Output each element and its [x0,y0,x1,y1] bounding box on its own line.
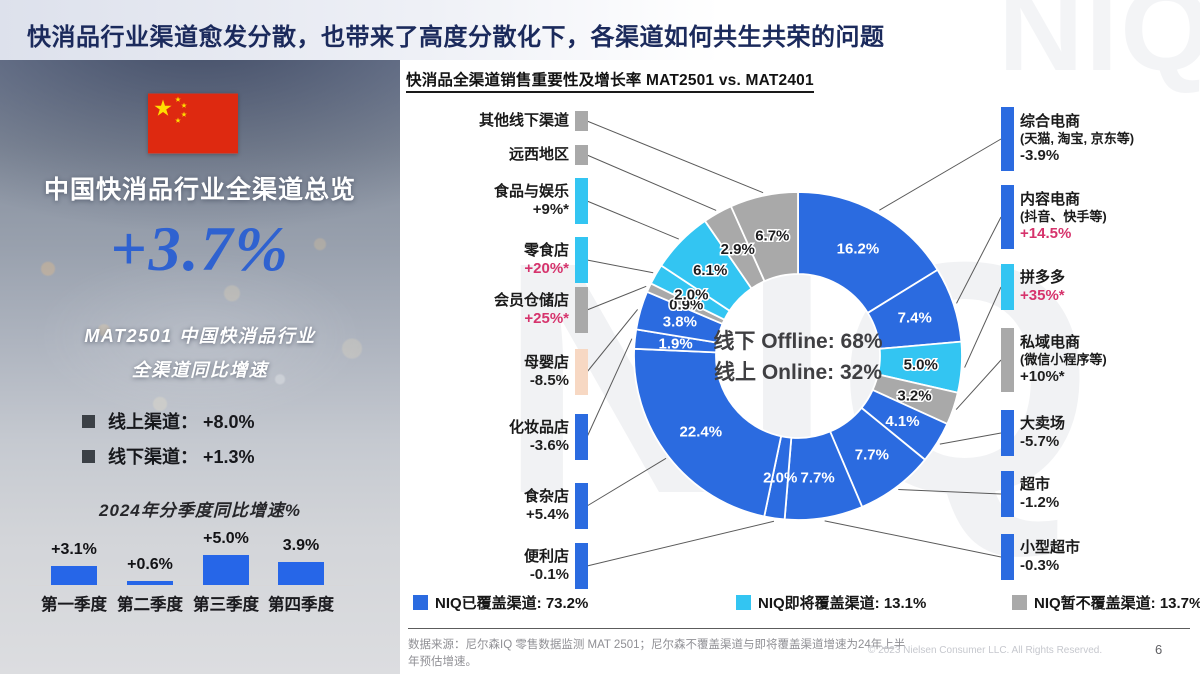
label-内容电商: 内容电商 (抖音、快手等) +14.5% [1001,185,1107,249]
quarter-bar-第一季度[interactable] [51,566,97,585]
page-number: 6 [1155,642,1163,657]
legend-swatch-not [1012,595,1027,610]
quarter-chart-baseline [28,585,354,586]
label-化妆品店: 化妆品店 -3.6% [509,414,588,460]
marker-零食店 [575,237,588,283]
label-text-母婴店: 母婴店 -8.5% [523,353,569,389]
bullet-square-icon [82,414,95,428]
footer-divider [408,628,1190,629]
label-拼多多: 拼多多 +35%* [1001,264,1065,310]
label-text-内容电商: 内容电商 (抖音、快手等) +14.5% [1020,190,1107,242]
label-便利店: 便利店 -0.1% [524,543,588,589]
label-text-大卖场: 大卖场 -5.7% [1020,414,1066,450]
label-食品与娱乐: 食品与娱乐 +9%* [494,178,588,224]
sidebar: 中国快消品行业全渠道总览 +3.7% MAT2501 中国快消品行业 全渠道同比… [0,60,400,674]
label-零食店: 零食店 +20%* [524,237,588,283]
copyright-note: © 2023 Nielsen Consumer LLC. All Rights … [868,645,1103,656]
bullet-text: 线上渠道： +8.0% [108,412,255,432]
bullet-row-1: 线上渠道： +8.0% [82,408,255,434]
marker-化妆品店 [575,414,588,460]
label-母婴店: 母婴店 -8.5% [524,349,588,395]
legend-swatch-soon [736,595,751,610]
label-text-综合电商: 综合电商 (天猫, 淘宝, 京东等) -3.9% [1020,112,1135,164]
label-食杂店: 食杂店 +5.4% [524,483,588,529]
quarter-bar-第二季度[interactable] [127,581,173,585]
quarter-bar-第三季度[interactable] [203,555,249,585]
label-text-小型超市: 小型超市 -0.3% [1020,538,1081,574]
headline-caption-line1: MAT2501 中国快消品行业 [84,326,316,346]
marker-便利店 [575,543,588,589]
quarter-value: +0.6% [127,556,173,574]
label-大卖场: 大卖场 -5.7% [1001,410,1065,456]
source-note: 数据来源：尼尔森IQ 零售数据监测 MAT 2501；尼尔森不覆盖渠道与即将覆盖… [408,639,906,668]
bullet-text: 线下渠道： +1.3% [108,447,255,467]
marker-综合电商 [1001,107,1014,171]
quarter-value: +3.1% [51,541,97,559]
quarter-chart-title: 2024年分季度同比增速% [99,501,301,520]
legend-item-covered: NIQ已覆盖渠道: 73.2% [413,592,588,613]
marker-大卖场 [1001,410,1014,456]
chart-title: 快消品全渠道销售重要性及增长率 MAT2501 vs. MAT2401 [406,68,814,93]
label-会员仓储店: 会员仓储店 +25%* [494,287,588,333]
quarter-category: 第二季度 [117,596,183,614]
legend-item-soon: NIQ即将覆盖渠道: 13.1% [736,592,926,613]
marker-食杂店 [575,483,588,529]
label-text-化妆品店: 化妆品店 -3.6% [508,418,569,454]
quarter-category: 第四季度 [268,596,334,614]
marker-拼多多 [1001,264,1014,310]
legend-label: NIQ暂不覆盖渠道: 13.7% [1034,595,1200,612]
headline-growth-value: +3.7% [110,213,290,284]
segment-labels: 综合电商 (天猫, 淘宝, 京东等) -3.9% 内容电商 (抖音、快手等) +14.5%… [400,60,1200,674]
chart-legend: NIQ已覆盖渠道: 73.2% NIQ即将覆盖渠道: 13.1% NIQ暂不覆盖渠道… [400,592,1200,616]
marker-内容电商 [1001,185,1014,249]
bullet-row-2: 线下渠道： +1.3% [82,443,255,469]
label-远西地区: 远西地区 [509,145,588,165]
sidebar-title: 中国快消品行业全渠道总览 [43,176,356,204]
label-text-便利店: 便利店 -0.1% [523,547,569,583]
label-text-其他线下渠道: 其他线下渠道 [478,111,569,129]
label-text-私域电商: 私域电商 (微信小程序等) +10%* [1020,333,1107,385]
legend-label: NIQ即将覆盖渠道: 13.1% [758,595,927,612]
slide-title: 快消品行业渠道愈发分散，也带来了高度分散化下，各渠道如何共生共荣的问题 [27,24,885,51]
label-text-食品与娱乐: 食品与娱乐 +9%* [493,182,569,218]
legend-item-not: NIQ暂不覆盖渠道: 13.7% [1012,592,1200,613]
marker-母婴店 [575,349,588,395]
label-text-零食店: 零食店 +20%* [523,241,569,277]
quarter-bar-第四季度[interactable] [278,561,324,585]
marker-会员仓储店 [575,287,588,333]
marker-超市 [1001,471,1014,517]
marker-远西地区 [575,145,588,165]
marker-小型超市 [1001,534,1014,580]
label-综合电商: 综合电商 (天猫, 淘宝, 京东等) -3.9% [1001,107,1134,171]
legend-swatch-covered [413,595,428,610]
quarter-value: 3.9% [282,536,320,554]
label-text-远西地区: 远西地区 [508,145,569,163]
slide-header: 快消品行业渠道愈发分散，也带来了高度分散化下，各渠道如何共生共荣的问题 NIQ [0,0,1200,96]
label-text-超市: 超市 -1.2% [1020,475,1060,511]
label-超市: 超市 -1.2% [1001,471,1059,517]
bullet-square-icon [82,449,95,463]
legend-label: NIQ已覆盖渠道: 73.2% [435,595,589,612]
quarter-category: 第三季度 [193,596,259,614]
marker-其他线下渠道 [575,111,588,131]
chart-panel: 快消品全渠道销售重要性及增长率 MAT2501 vs. MAT2401 NIQ 1… [400,60,1200,674]
quarter-category: 第一季度 [41,596,107,614]
marker-食品与娱乐 [575,178,588,224]
quarter-value: +5.0% [203,530,249,547]
label-text-食杂店: 食杂店 +5.4% [523,487,569,523]
label-私域电商: 私域电商 (微信小程序等) +10%* [1001,328,1107,392]
channel-growth-bullets: 线上渠道： +8.0% 线下渠道： +1.3% [82,408,255,469]
china-flag-icon [148,93,238,154]
label-text-会员仓储店: 会员仓储店 +25%* [493,291,569,327]
headline-caption-line2: 全渠道同比增速 [131,360,269,380]
label-text-拼多多: 拼多多 +35%* [1020,268,1066,304]
label-小型超市: 小型超市 -0.3% [1001,534,1080,580]
marker-私域电商 [1001,328,1014,392]
label-其他线下渠道: 其他线下渠道 [479,111,588,131]
